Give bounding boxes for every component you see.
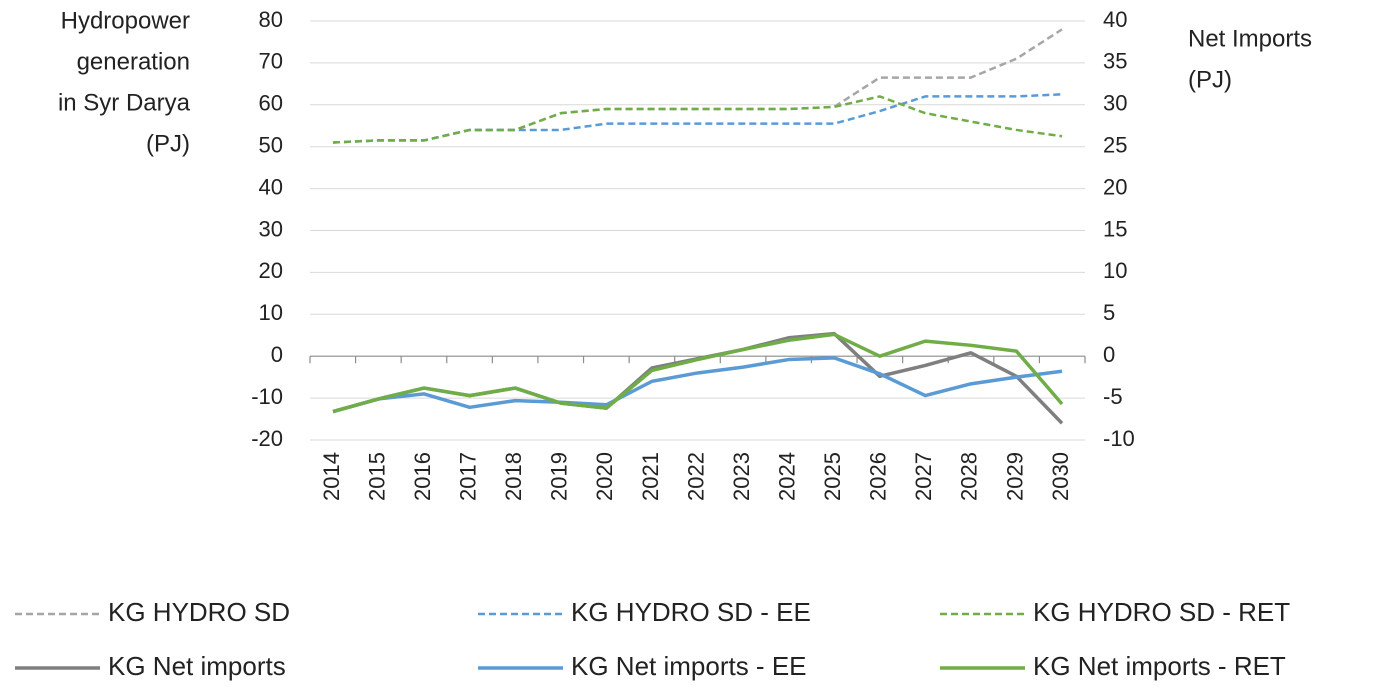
y-axis-label: (PJ) <box>146 130 190 157</box>
y-tick-label: 60 <box>259 91 283 116</box>
y2-axis-label: Net Imports <box>1188 25 1312 52</box>
x-tick-label: 2023 <box>729 452 754 501</box>
y2-tick-label: 10 <box>1103 258 1127 283</box>
series-line <box>332 356 1063 414</box>
series-line <box>332 331 1064 425</box>
y-tick-label: 50 <box>259 133 283 158</box>
x-tick-label: 2020 <box>592 452 617 501</box>
y-tick-label: 20 <box>259 258 283 283</box>
y2-tick-label: -5 <box>1103 384 1123 409</box>
x-tick-label: 2016 <box>410 452 435 501</box>
y-tick-label: 10 <box>259 300 283 325</box>
y2-tick-label: -10 <box>1103 426 1135 451</box>
series-line <box>332 95 1063 144</box>
y-tick-label: -10 <box>251 384 283 409</box>
y2-tick-label: 30 <box>1103 91 1127 116</box>
x-tick-label: 2022 <box>683 452 708 501</box>
y-tick-label: 40 <box>259 174 283 199</box>
y2-tick-label: 35 <box>1103 49 1127 74</box>
x-tick-label: 2018 <box>501 452 526 501</box>
x-tick-label: 2017 <box>456 452 481 501</box>
y-axis-label: Hydropower <box>61 7 190 34</box>
y2-tick-label: 15 <box>1103 216 1127 241</box>
y-tick-label: -20 <box>251 426 283 451</box>
y2-tick-label: 20 <box>1103 174 1127 199</box>
x-tick-label: 2030 <box>1048 452 1073 501</box>
x-tick-label: 2014 <box>319 452 344 501</box>
y-tick-label: 0 <box>271 342 283 367</box>
x-tick-label: 2021 <box>638 452 663 501</box>
x-tick-label: 2027 <box>911 452 936 501</box>
y-tick-label: 80 <box>259 7 283 32</box>
y2-tick-label: 25 <box>1103 133 1127 158</box>
legend-label: KG Net imports - RET <box>1033 651 1286 681</box>
y-axis-label: in Syr Darya <box>58 89 191 116</box>
legend-label: KG HYDRO SD <box>108 597 290 627</box>
x-tick-label: 2024 <box>774 452 799 501</box>
y-tick-label: 70 <box>259 49 283 74</box>
y-axis-label: generation <box>77 48 190 75</box>
legend-label: KG Net imports <box>108 651 286 681</box>
legend-label: KG HYDRO SD - RET <box>1033 597 1290 627</box>
y2-tick-label: 0 <box>1103 342 1115 367</box>
x-tick-label: 2026 <box>866 452 891 501</box>
series-line <box>332 28 1063 144</box>
y2-axis-label: (PJ) <box>1188 66 1232 93</box>
x-tick-label: 2019 <box>547 452 572 501</box>
legend-label: KG Net imports - EE <box>571 651 807 681</box>
x-tick-label: 2015 <box>364 452 389 501</box>
y-tick-label: 30 <box>259 216 283 241</box>
x-tick-label: 2028 <box>957 452 982 501</box>
legend-label: KG HYDRO SD - EE <box>571 597 811 627</box>
x-tick-label: 2029 <box>1002 452 1027 501</box>
series-line <box>332 332 1064 414</box>
y2-tick-label: 40 <box>1103 7 1127 32</box>
y2-tick-label: 5 <box>1103 300 1115 325</box>
x-tick-label: 2025 <box>820 452 845 501</box>
